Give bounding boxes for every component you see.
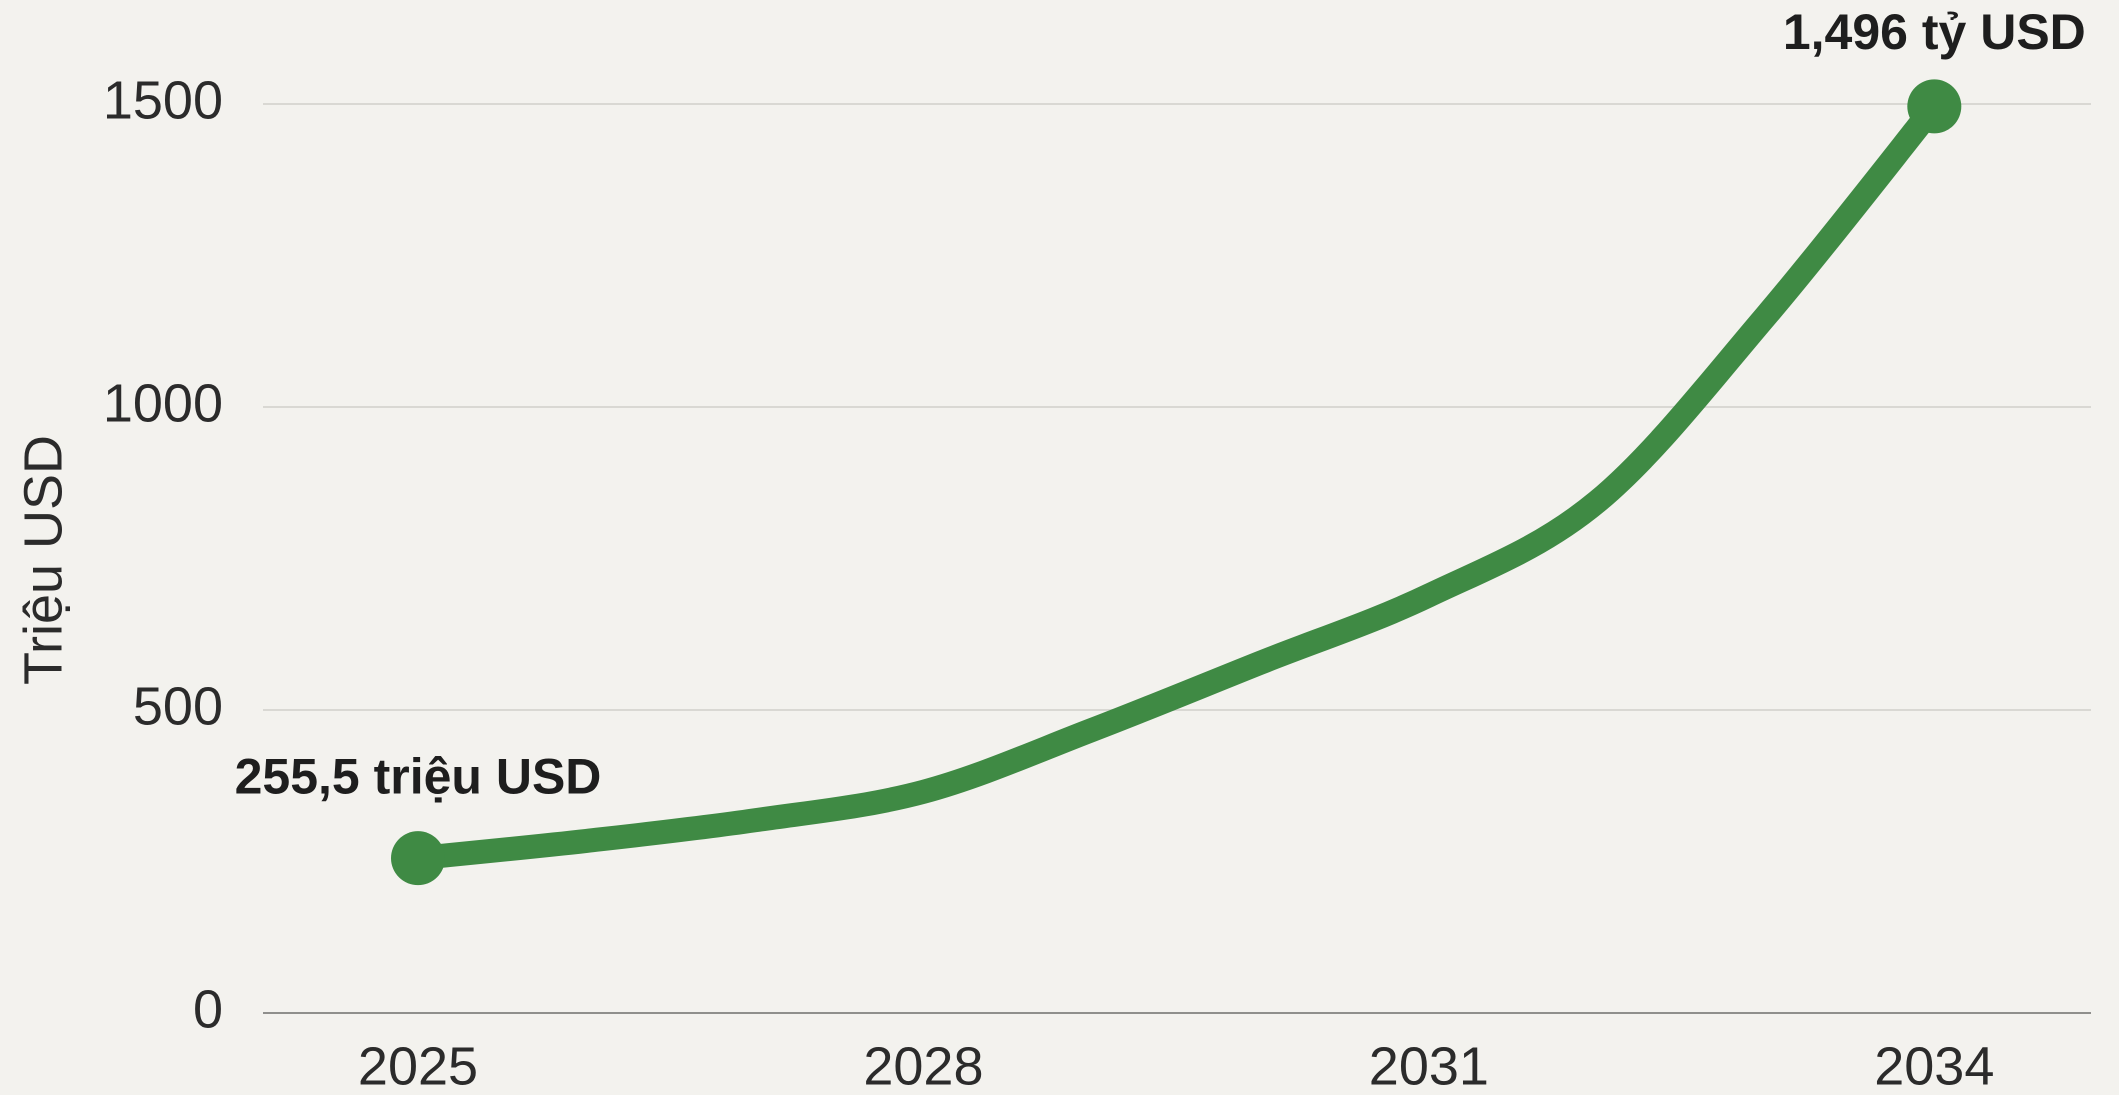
y-tick-label: 1500: [103, 70, 223, 130]
y-tick-label: 0: [193, 979, 223, 1039]
x-tick-label: 2031: [1369, 1036, 1489, 1095]
line: [406, 94, 1947, 871]
data-label: 1,496 tỷ USD: [1783, 4, 2086, 60]
x-tick-label: 2025: [358, 1036, 478, 1095]
y-tick-label: 500: [133, 676, 223, 736]
y-axis-label: Triệu USD: [13, 435, 73, 685]
x-tick-label: 2028: [863, 1036, 983, 1095]
y-tick-label: 1000: [103, 373, 223, 433]
data-label: 255,5 triệu USD: [235, 748, 602, 804]
marker: [1907, 79, 1962, 134]
x-tick-label: 2034: [1874, 1036, 1994, 1095]
marker: [391, 831, 446, 886]
